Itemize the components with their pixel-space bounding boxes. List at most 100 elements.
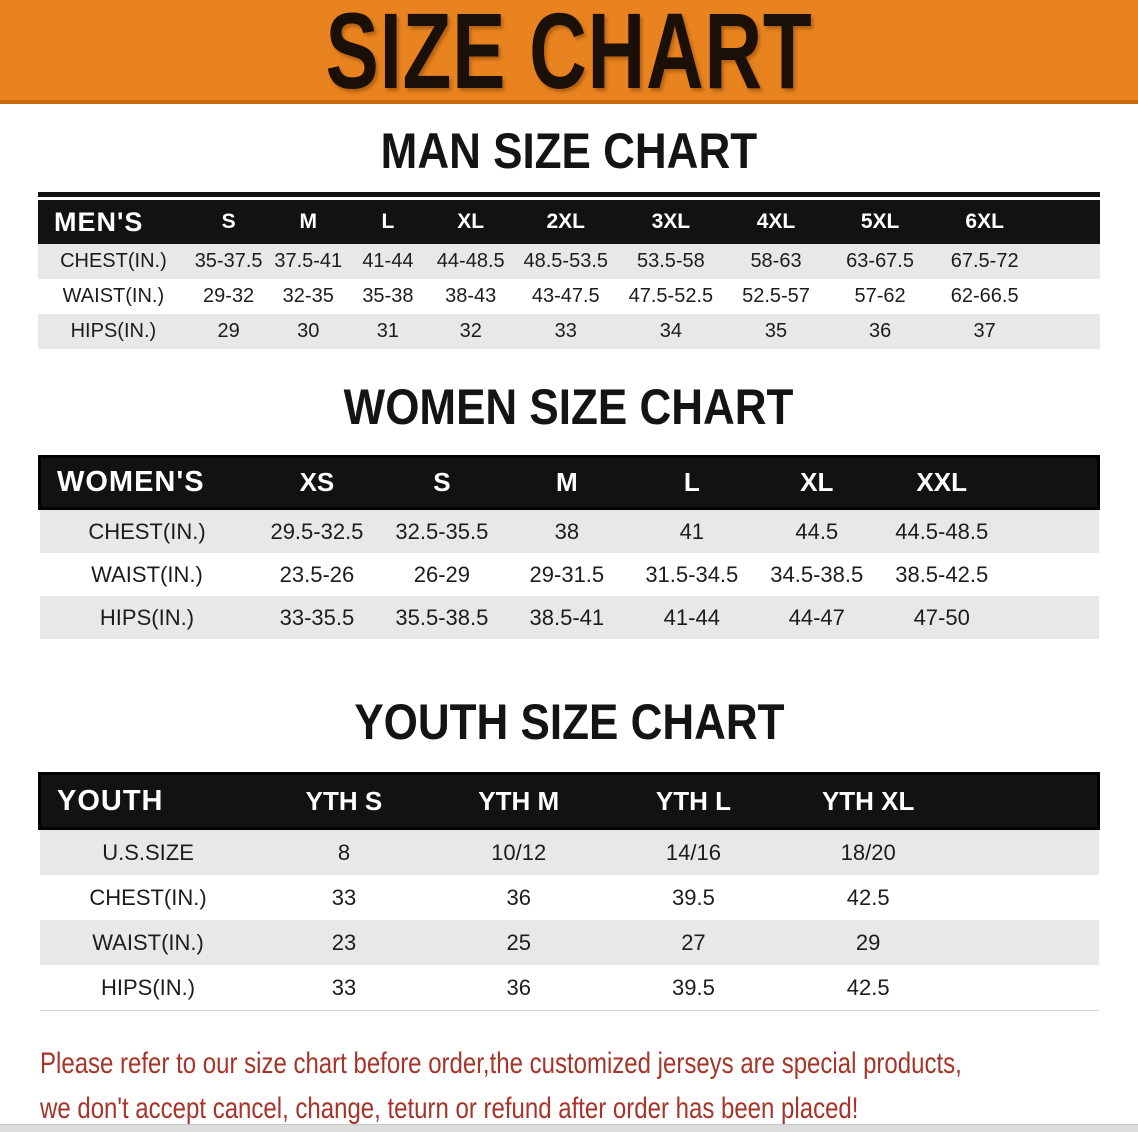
size-value: 38.5-42.5 <box>895 561 989 587</box>
size-value: 35 <box>764 320 788 342</box>
size-value: 47.5-52.5 <box>628 285 714 307</box>
size-column-header: XL <box>427 200 514 244</box>
size-column-header: YTH M <box>431 772 607 830</box>
size-value: 38-43 <box>445 285 497 307</box>
size-value: 63-67.5 <box>846 250 914 272</box>
youth-waist-row: WAIST(IN.) 23 25 27 29 <box>39 920 1099 965</box>
measurement-label: CHEST(IN.) <box>89 884 207 910</box>
spacer-cell <box>1037 200 1100 244</box>
size-value: 67.5-72 <box>950 250 1019 272</box>
spacer-cell <box>955 965 1099 1011</box>
measurement-label: CHEST(IN.) <box>60 250 167 272</box>
women-waist-row: WAIST(IN.) 23.5-26 26-29 29-31.5 31.5-34… <box>39 553 1099 596</box>
size-value: 35.5-38.5 <box>395 604 489 630</box>
size-column-header: XXL <box>879 455 1005 510</box>
men-section-heading: MAN SIZE CHART <box>0 123 1138 179</box>
men-section: MAN SIZE CHART MEN'S S M L XL 2XL 3XL 4X… <box>0 123 1138 349</box>
size-column-header: L <box>629 455 755 510</box>
size-column-header: L <box>348 200 428 244</box>
size-value: 37.5-41 <box>274 250 343 272</box>
size-column-header: 6XL <box>932 200 1038 244</box>
disclaimer-line-1: Please refer to our size chart before or… <box>40 1047 962 1080</box>
spacer-cell <box>956 920 1099 965</box>
size-column-header: 3XL <box>617 200 724 244</box>
youth-ussize-row: U.S.SIZE 8 10/12 14/16 18/20 <box>39 828 1099 876</box>
size-value: 29-31.5 <box>529 561 605 587</box>
size-value: 47-50 <box>913 604 970 630</box>
men-hips-row: HIPS(IN.) 29 30 31 32 33 34 35 36 37 <box>38 314 1100 349</box>
women-header-row: WOMEN'S XS S M L XL XXL <box>38 455 1101 510</box>
size-value: 29-32 <box>203 285 255 307</box>
size-value: 62-66.5 <box>950 285 1019 307</box>
measurement-label: HIPS(IN.) <box>39 965 257 1011</box>
disclaimer-note: Please refer to our size chart before or… <box>0 1011 1138 1131</box>
measurement-label: CHEST(IN.) <box>88 518 206 544</box>
measurement-label: HIPS(IN.) <box>70 320 157 342</box>
size-value: 23.5-26 <box>279 561 355 587</box>
size-column-header: M <box>504 455 630 510</box>
size-value: 44-48.5 <box>436 250 505 272</box>
spacer-cell <box>1004 596 1098 639</box>
youth-size-table: YOUTH YTH S YTH M YTH L YTH XL U.S.SIZE … <box>37 772 1100 1011</box>
size-value: 57-62 <box>854 285 906 307</box>
spacer-cell <box>1037 244 1100 279</box>
size-value: 26-29 <box>413 561 471 587</box>
men-header-row: MEN'S S M L XL 2XL 3XL 4XL 5XL 6XL <box>38 200 1100 244</box>
youth-hips-row: HIPS(IN.) 33 36 39.5 42.5 <box>39 965 1099 1011</box>
size-value: 41 <box>679 518 705 544</box>
size-value: 29 <box>855 929 881 955</box>
size-value: 38.5-41 <box>529 604 605 630</box>
size-value: 36 <box>506 884 531 910</box>
men-waist-row: WAIST(IN.) 29-32 32-35 35-38 38-43 43-47… <box>38 279 1100 314</box>
measurement-label: U.S.SIZE <box>102 839 194 865</box>
size-value: 32-35 <box>282 285 334 307</box>
size-value: 34 <box>659 320 683 342</box>
men-heading-text: MAN SIZE CHART <box>380 123 758 179</box>
measurement-label: WAIST(IN.) <box>91 561 203 587</box>
size-value: 33 <box>256 965 432 1011</box>
size-value: 44.5-48.5 <box>895 518 989 544</box>
size-value: 35-37.5 <box>194 250 263 272</box>
spacer-cell <box>1037 314 1100 349</box>
youth-table-corner-label: YOUTH <box>37 772 257 830</box>
size-column-header: XL <box>754 455 880 510</box>
size-value: 33-35.5 <box>279 604 355 630</box>
size-value: 36 <box>868 320 892 342</box>
size-value: 30 <box>297 320 320 342</box>
size-column-header: M <box>268 200 349 244</box>
size-value: 14/16 <box>665 839 721 865</box>
measurement-label: WAIST(IN.) <box>62 285 165 307</box>
women-section-heading: WOMEN SIZE CHART <box>0 379 1138 435</box>
women-hips-row: HIPS(IN.) 33-35.5 35.5-38.5 38.5-41 41-4… <box>39 596 1099 639</box>
size-value: 31.5-34.5 <box>645 561 739 587</box>
size-value: 39.5 <box>606 965 781 1011</box>
size-value: 23 <box>331 929 357 955</box>
youth-chest-row: CHEST(IN.) 33 36 39.5 42.5 <box>39 875 1099 920</box>
disclaimer-line-2: we don't accept cancel, change, teturn o… <box>40 1092 859 1125</box>
size-value: 25 <box>506 929 531 955</box>
size-value: 42.5 <box>780 965 956 1011</box>
size-value: 48.5-53.5 <box>523 250 609 272</box>
size-column-header: 5XL <box>828 200 933 244</box>
women-heading-text: WOMEN SIZE CHART <box>344 379 794 435</box>
size-value: 32 <box>459 320 482 342</box>
size-column-header: XS <box>254 455 380 510</box>
size-column-header: 2XL <box>513 200 618 244</box>
size-value: 31 <box>376 320 400 342</box>
size-value: 33 <box>554 320 577 342</box>
spacer-cell <box>956 829 1099 876</box>
size-value: 39.5 <box>672 884 715 910</box>
size-value: 29 <box>217 320 240 342</box>
size-value: 52.5-57 <box>742 285 810 307</box>
youth-header-row: YOUTH YTH S YTH M YTH L YTH XL <box>37 772 1100 830</box>
size-value: 27 <box>681 929 706 955</box>
size-value: 41-44 <box>362 250 414 272</box>
men-table-corner-label: MEN'S <box>38 200 189 244</box>
banner-title: SIZE CHART <box>325 0 813 111</box>
women-chest-row: CHEST(IN.) 29.5-32.5 32.5-35.5 38 41 44.… <box>39 508 1099 554</box>
size-value: 58-63 <box>750 250 802 272</box>
spacer-cell <box>1004 509 1098 554</box>
size-value: 42.5 <box>846 884 890 910</box>
men-table-top-rule <box>38 192 1100 197</box>
